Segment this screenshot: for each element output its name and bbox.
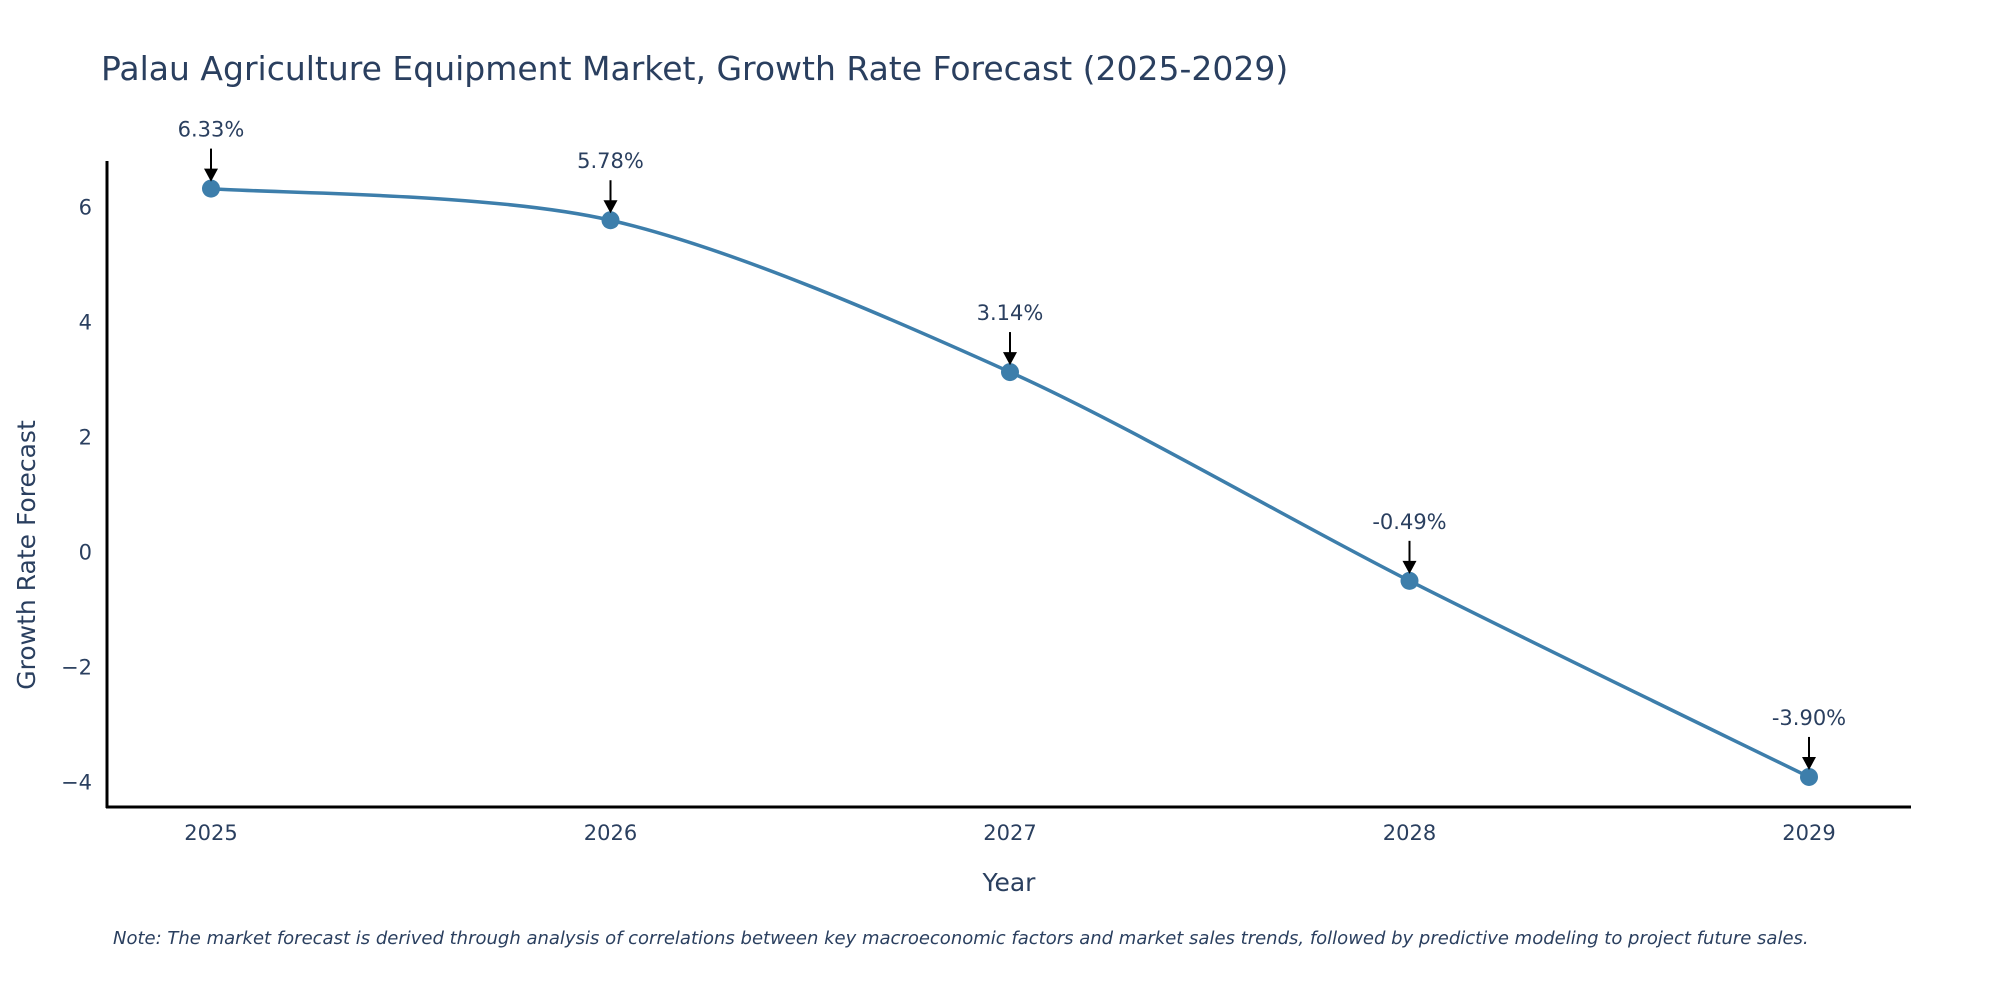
data-annotations: 6.33% 5.78% 3.14% -0.49% -3.90% — [178, 118, 1846, 770]
annotation-label: 5.78% — [577, 149, 644, 173]
annotation-2029: -3.90% — [1772, 706, 1846, 770]
data-point-2028 — [1400, 571, 1419, 590]
data-point-2029 — [1800, 767, 1818, 786]
x-tick-labels: 2025 2026 2027 2028 2029 — [184, 821, 1835, 845]
x-tick-label: 2025 — [184, 821, 237, 845]
y-tick-labels: 6 4 2 0 −2 −4 — [61, 196, 92, 795]
annotation-2025: 6.33% — [178, 118, 245, 182]
x-axis-title: Year — [982, 868, 1037, 897]
data-point-2027 — [1001, 363, 1019, 382]
y-axis-title: Growth Rate Forecast — [12, 420, 41, 690]
y-tick-label: −4 — [61, 771, 92, 795]
annotation-arrow-head — [204, 168, 218, 182]
chart-note: Note: The market forecast is derived thr… — [113, 928, 1809, 949]
data-point-2026 — [601, 211, 620, 230]
annotation-label: 6.33% — [178, 118, 245, 142]
series-line — [210, 186, 1810, 779]
annotation-arrow-head — [1802, 756, 1816, 770]
y-tick-label: 2 — [79, 426, 92, 450]
x-tick-label: 2026 — [584, 821, 637, 845]
x-tick-label: 2029 — [1782, 821, 1835, 845]
annotation-label: 3.14% — [977, 301, 1044, 325]
annotation-arrow-head — [603, 200, 618, 214]
y-tick-label: 0 — [79, 541, 92, 565]
annotation-2028: -0.49% — [1372, 510, 1447, 574]
chart-title: Palau Agriculture Equipment Market, Grow… — [101, 49, 1288, 88]
y-tick-label: −2 — [61, 656, 92, 680]
annotation-label: -3.90% — [1772, 706, 1846, 730]
data-point-2025 — [202, 179, 220, 198]
x-tick-label: 2027 — [983, 821, 1036, 845]
annotation-2027: 3.14% — [977, 301, 1044, 366]
annotation-label: -0.49% — [1372, 510, 1446, 534]
annotation-arrow-head — [1003, 352, 1017, 366]
data-markers — [202, 179, 1818, 786]
annotation-2026: 5.78% — [577, 149, 644, 214]
y-tick-label: 4 — [79, 311, 92, 335]
y-tick-label: 6 — [79, 196, 92, 220]
x-tick-label: 2028 — [1383, 821, 1436, 845]
annotation-arrow-head — [1402, 560, 1417, 574]
